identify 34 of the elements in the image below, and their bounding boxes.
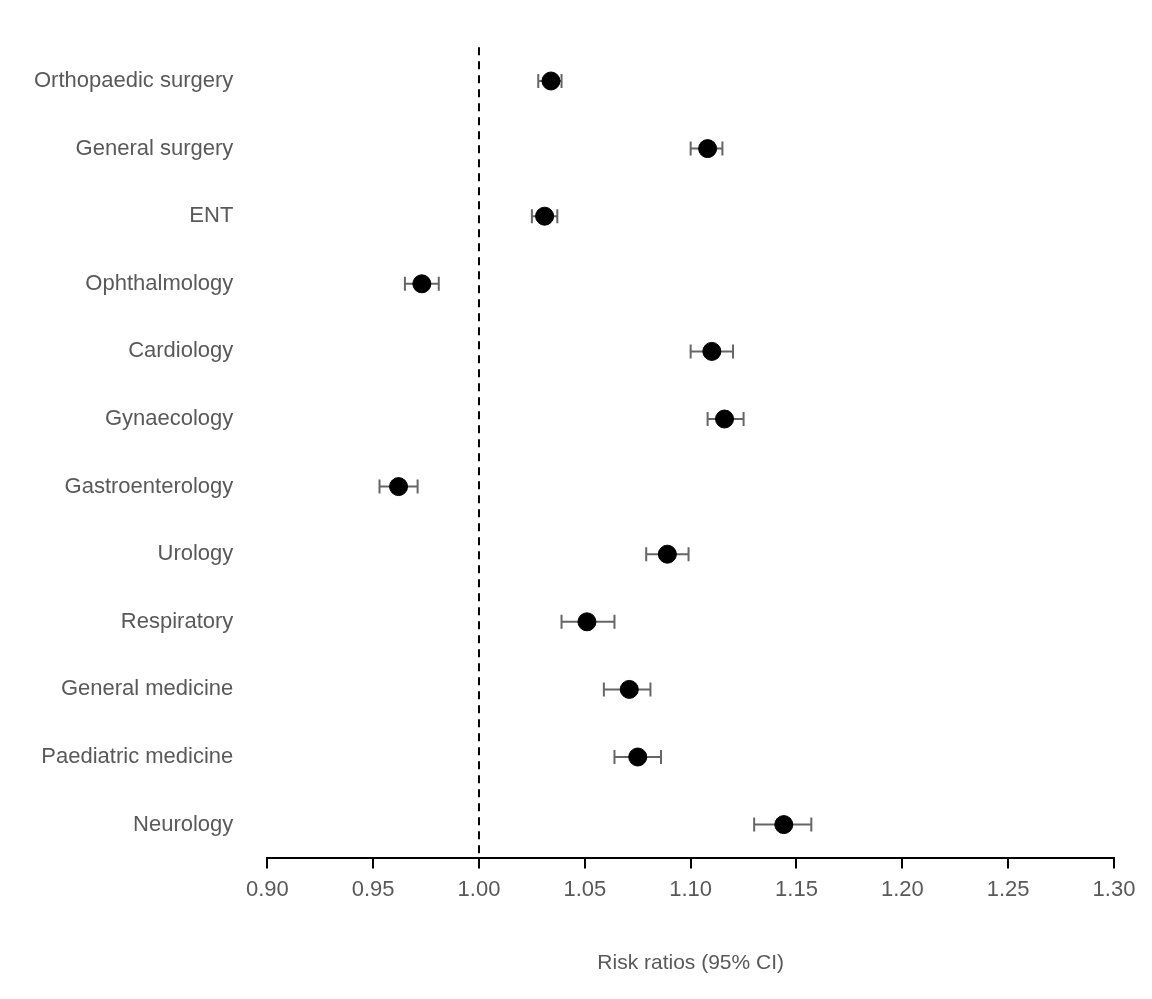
x-tick-label: 1.20 — [880, 875, 924, 901]
point — [412, 274, 432, 294]
y-tick-label: Neurology — [133, 810, 234, 836]
point — [715, 409, 735, 429]
x-tick-label: 1.15 — [775, 875, 818, 901]
x-tick-label: 1.00 — [457, 875, 501, 901]
point — [702, 341, 722, 361]
point — [541, 71, 561, 91]
point — [698, 139, 718, 159]
x-tick-label: 1.10 — [669, 875, 713, 901]
point — [389, 477, 409, 497]
point — [774, 815, 794, 835]
point — [619, 679, 639, 699]
y-tick-label: Ophthalmology — [85, 269, 234, 295]
y-tick-label: Respiratory — [120, 607, 234, 633]
y-tick-label: Urology — [157, 540, 234, 566]
x-tick-label: 0.90 — [245, 875, 289, 901]
y-tick-label: Paediatric medicine — [41, 743, 234, 769]
x-tick-label: 0.95 — [351, 875, 395, 901]
point — [657, 544, 677, 564]
point — [535, 206, 555, 226]
point — [628, 747, 648, 767]
y-tick-label: General surgery — [75, 134, 234, 160]
y-tick-label: General medicine — [60, 675, 234, 701]
x-tick-label: 1.05 — [563, 875, 607, 901]
x-axis-title: Risk ratios (95% CI) — [597, 950, 785, 974]
x-tick-label: 1.30 — [1092, 875, 1136, 901]
point — [577, 612, 597, 632]
y-tick-label: Cardiology — [128, 337, 234, 363]
y-tick-label: ENT — [189, 202, 234, 228]
y-tick-label: Gastroenterology — [64, 472, 234, 498]
x-tick-label: 1.25 — [986, 875, 1030, 901]
y-tick-label: Orthopaedic surgery — [33, 67, 234, 93]
y-tick-label: Gynaecology — [104, 405, 234, 431]
